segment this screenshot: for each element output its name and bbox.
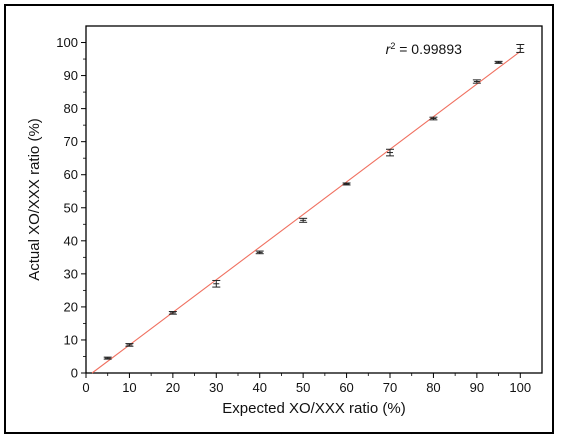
data-point xyxy=(103,356,112,360)
x-tick-label: 90 xyxy=(470,380,484,395)
data-point xyxy=(494,60,503,64)
data-point xyxy=(516,44,525,53)
y-tick-label: 70 xyxy=(64,134,78,149)
y-tick-label: 100 xyxy=(56,35,78,50)
data-points xyxy=(103,44,525,360)
x-tick-label: 40 xyxy=(252,380,266,395)
y-tick-label: 60 xyxy=(64,167,78,182)
y-tick-label: 50 xyxy=(64,200,78,215)
fit-line-group xyxy=(91,51,521,374)
data-point xyxy=(212,279,221,288)
x-axis-label: Expected XO/XXX ratio (%) xyxy=(222,400,405,417)
data-point xyxy=(255,250,264,255)
data-point xyxy=(299,217,308,223)
x-tick-label: 0 xyxy=(82,380,89,395)
y-axis-label: Actual XO/XXX ratio (%) xyxy=(26,118,43,281)
plot-border xyxy=(85,25,543,374)
r-squared-exponent: 2 xyxy=(390,41,395,51)
data-point xyxy=(386,148,394,157)
data-point xyxy=(342,182,351,186)
y-tick-label: 90 xyxy=(64,68,78,83)
x-tick-label: 60 xyxy=(339,380,353,395)
r-symbol: r xyxy=(386,41,392,57)
r-squared-annotation: r2 = 0.99893 xyxy=(386,41,462,57)
x-tick-label: 30 xyxy=(209,380,223,395)
axes: 0 10 20 30 40 50 60 70 80 90 100 0 10 20 30 40 50 60 70 80 9… xyxy=(56,25,543,395)
x-tick-label: 10 xyxy=(122,380,136,395)
x-tick-label: 20 xyxy=(166,380,180,395)
data-point xyxy=(168,311,177,315)
y-tick-label: 0 xyxy=(71,366,78,381)
y-tick-label: 80 xyxy=(64,101,78,116)
scatter-chart: 0 10 20 30 40 50 60 70 80 90 100 0 10 20 30 40 50 60 70 80 9… xyxy=(26,25,543,417)
r-squared-value: = 0.99893 xyxy=(395,41,462,57)
y-tick-label: 40 xyxy=(64,233,78,248)
data-point xyxy=(429,116,438,121)
y-tick-label: 20 xyxy=(64,299,78,314)
x-tick-label: 80 xyxy=(426,380,440,395)
chart-frame: 0 10 20 30 40 50 60 70 80 90 100 0 10 20 30 40 50 60 70 80 9… xyxy=(4,4,554,434)
x-tick-label: 100 xyxy=(509,380,531,395)
x-tick-label: 50 xyxy=(296,380,310,395)
data-point xyxy=(472,79,481,84)
y-tick-label: 30 xyxy=(64,266,78,281)
fit-line xyxy=(91,51,521,374)
data-point xyxy=(125,343,134,347)
y-tick-label: 10 xyxy=(64,332,78,347)
x-tick-label: 70 xyxy=(383,380,397,395)
